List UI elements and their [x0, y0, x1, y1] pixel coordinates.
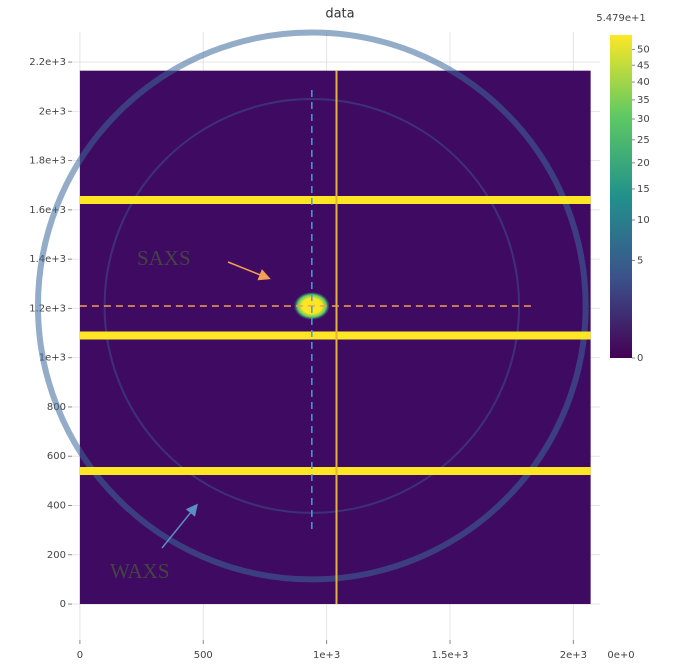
- annotation: SAXS: [137, 246, 191, 270]
- y-tick-label: 400: [47, 500, 66, 511]
- scattering-ring: [34, 29, 589, 583]
- x-tick-label: 1.5e+3: [432, 650, 469, 661]
- y-tick-label: 2e+3: [39, 106, 66, 117]
- y-tick-label: 600: [47, 451, 66, 462]
- colorbar-tick-label: 0: [637, 353, 643, 364]
- colorbar-tick-label: 10: [637, 215, 650, 226]
- colorbar-max-label: 5.479e+1: [596, 13, 646, 24]
- chart-title: data: [325, 7, 354, 22]
- waxs-arrow: [161, 503, 198, 549]
- colorbar-min-label: 0e+0: [607, 650, 634, 661]
- y-tick-label: 1.6e+3: [29, 205, 66, 216]
- colorbar: 0 5 10 15 20 25 30 35 40 45 50 5.479e+1 0e+0: [596, 13, 650, 661]
- y-tick-label: 1.2e+3: [29, 303, 66, 314]
- y-tick-label: 2.2e+3: [29, 57, 66, 68]
- colorbar-tick-label: 50: [637, 44, 650, 55]
- y-tick-label: 200: [47, 550, 66, 561]
- annotation: WAXS: [110, 559, 170, 583]
- y-tick-label: 1.8e+3: [29, 156, 66, 167]
- colorbar-tick-label: 5: [637, 255, 643, 266]
- x-tick-label: 0: [77, 650, 83, 661]
- y-tick-label: 0: [60, 599, 66, 610]
- colorbar-tick-label: 30: [637, 114, 650, 125]
- y-tick-label: 1e+3: [39, 353, 66, 364]
- colorbar-tick-label: 45: [637, 60, 650, 71]
- colorbar-tick-label: 15: [637, 184, 650, 195]
- colorbar-tick-label: 25: [637, 135, 650, 146]
- colorbar-tick-label: 40: [637, 77, 650, 88]
- colorbar-tick-label: 35: [637, 95, 650, 106]
- plot: [34, 29, 591, 605]
- saxs-arrow: [227, 261, 271, 281]
- x-tick-label: 2e+3: [560, 650, 587, 661]
- colorbar-tick-label: 20: [637, 158, 650, 169]
- y-tick-label: 1.4e+3: [29, 254, 66, 265]
- x-tick-label: 500: [194, 650, 213, 661]
- x-tick-label: 1e+3: [313, 650, 340, 661]
- colorbar-scale: [610, 35, 632, 358]
